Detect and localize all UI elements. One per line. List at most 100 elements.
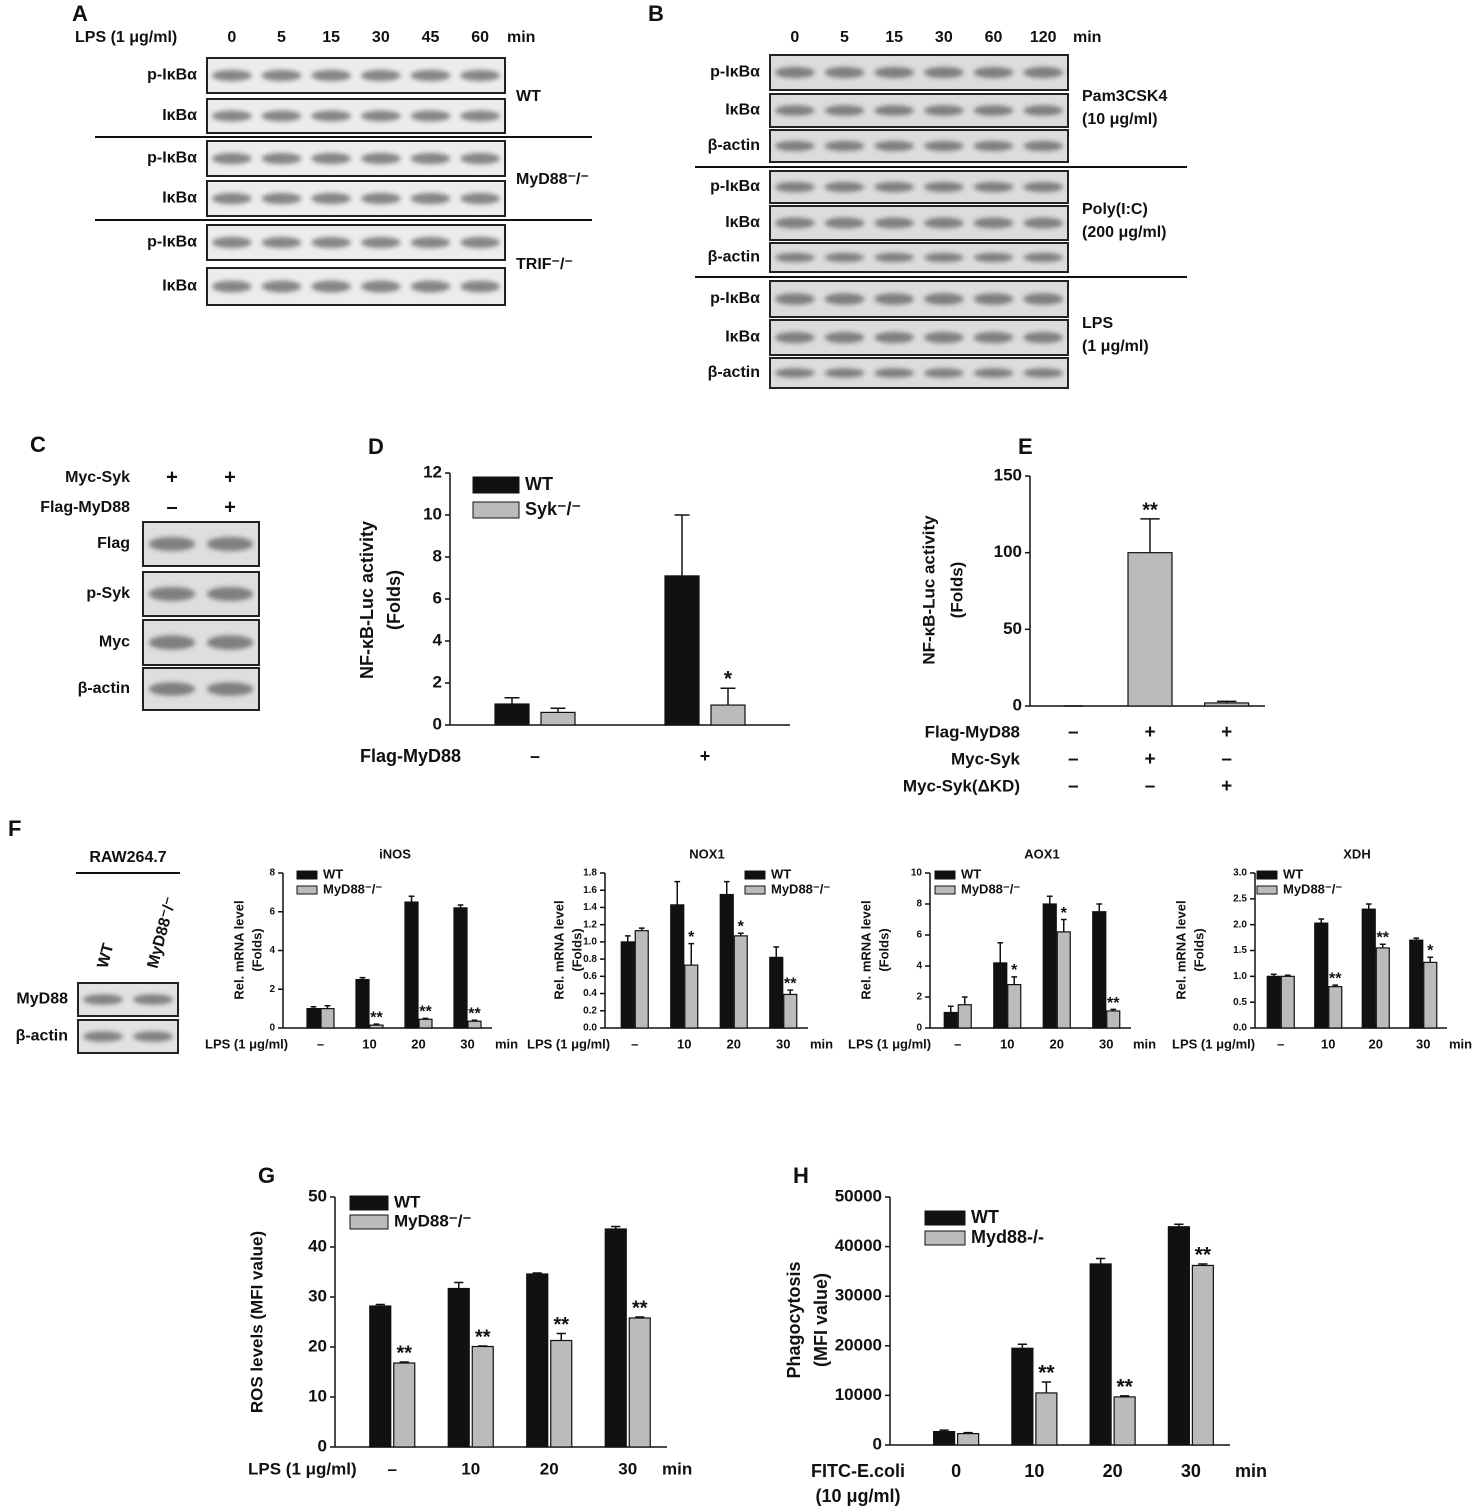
legend-label: WT (323, 866, 343, 881)
lane-label: WT (95, 941, 118, 970)
error-bar (773, 946, 780, 958)
blot-strip (769, 170, 1069, 204)
error-bar (1060, 918, 1067, 932)
blot-strip (206, 98, 506, 134)
band (148, 586, 196, 602)
legend-label: MyD88⁻/⁻ (1283, 881, 1342, 896)
x-unit: min (1235, 1461, 1267, 1481)
error-bar (787, 989, 794, 995)
error-bar (1120, 1395, 1130, 1397)
error-bar (1216, 700, 1237, 703)
x-axis-label: LPS (1 μg/ml) (205, 1036, 288, 1051)
panel-label: H (793, 1163, 809, 1188)
band (874, 140, 915, 152)
band (410, 110, 451, 122)
bar (447, 1287, 470, 1448)
band (460, 236, 501, 249)
x-tick-label: 20 (1103, 1461, 1123, 1481)
blot-strip (769, 280, 1069, 318)
condition-sign: + (224, 466, 236, 488)
lane-unit: min (1073, 29, 1101, 46)
row-label: p-IκBα (710, 178, 760, 195)
significance: ** (396, 1343, 412, 1365)
row-label: Myc (99, 634, 130, 651)
x-tick-label: 10 (1024, 1461, 1044, 1481)
y-tick-label: 2 (269, 984, 275, 995)
condition-label: Flag-MyD88 (40, 499, 130, 516)
condition-sign: + (224, 496, 236, 518)
error-bar (408, 895, 415, 903)
legend-swatch (1256, 870, 1278, 880)
band (973, 252, 1014, 263)
bar (993, 962, 1008, 1029)
condition-sign: – (1068, 776, 1079, 797)
bar (710, 704, 746, 726)
y-axis-label: (MFI value) (811, 1273, 831, 1367)
band (874, 293, 915, 305)
legend-swatch (924, 1210, 966, 1226)
error-bar (324, 1004, 331, 1009)
legend-swatch (296, 870, 318, 880)
error-bar (457, 904, 464, 908)
bar (634, 930, 649, 1029)
legend-label: MyD88⁻/⁻ (323, 881, 382, 896)
error-bar (1017, 1343, 1027, 1349)
band (973, 217, 1014, 229)
y-axis-label: ROS levels (MFI value) (247, 1231, 266, 1413)
band (973, 368, 1014, 378)
y-tick-label: 0 (873, 1434, 882, 1453)
bar (1056, 931, 1071, 1029)
legend-label: WT (525, 474, 553, 494)
error-bar (688, 942, 695, 966)
lane-label: 5 (277, 29, 286, 46)
band (211, 280, 252, 293)
y-axis-label: (Folds) (249, 928, 264, 971)
y-tick-label: 0 (318, 1436, 327, 1455)
band (360, 236, 401, 249)
error-bar (1284, 974, 1291, 977)
error-bar (556, 1332, 566, 1341)
band (923, 181, 964, 193)
legend-swatch (934, 885, 956, 895)
significance: ** (1107, 995, 1120, 1012)
significance: ** (370, 1009, 383, 1026)
legend-swatch (744, 885, 766, 895)
bar (1167, 1226, 1190, 1446)
y-tick-label: 30 (308, 1286, 327, 1305)
x-tick-label: 30 (1099, 1036, 1113, 1051)
bar (369, 1305, 392, 1448)
bar (1007, 983, 1022, 1029)
band (460, 110, 501, 122)
legend-label: WT (394, 1192, 421, 1211)
band (923, 217, 964, 229)
error-bar (674, 880, 681, 905)
bar (733, 935, 748, 1029)
band (133, 1031, 173, 1042)
y-tick-label: 20000 (835, 1335, 882, 1354)
y-tick-label: 2 (433, 672, 442, 691)
lane-label: 45 (422, 29, 440, 46)
bar (1204, 702, 1250, 707)
bar (1035, 1392, 1058, 1446)
band (923, 293, 964, 305)
bar (1089, 1263, 1112, 1446)
band (311, 152, 352, 165)
band (261, 69, 302, 82)
y-tick-label: 0.5 (1233, 997, 1247, 1008)
lane-label: 5 (840, 29, 849, 46)
blot-strip (206, 224, 506, 261)
band (874, 331, 915, 344)
band (1023, 140, 1064, 152)
y-tick-label: 50 (1003, 619, 1022, 638)
blot-strip (769, 357, 1069, 389)
band (261, 236, 302, 249)
significance: ** (1142, 500, 1158, 522)
band (148, 536, 196, 552)
error-bar (1046, 895, 1053, 904)
condition-label: Flag-MyD88 (925, 722, 1020, 741)
bar (1106, 1010, 1121, 1029)
x-axis-label: FITC-E.coli (811, 1461, 905, 1481)
band (973, 293, 1014, 305)
y-axis-label: NF-κB-Luc activity (919, 515, 938, 665)
band (1023, 331, 1064, 344)
